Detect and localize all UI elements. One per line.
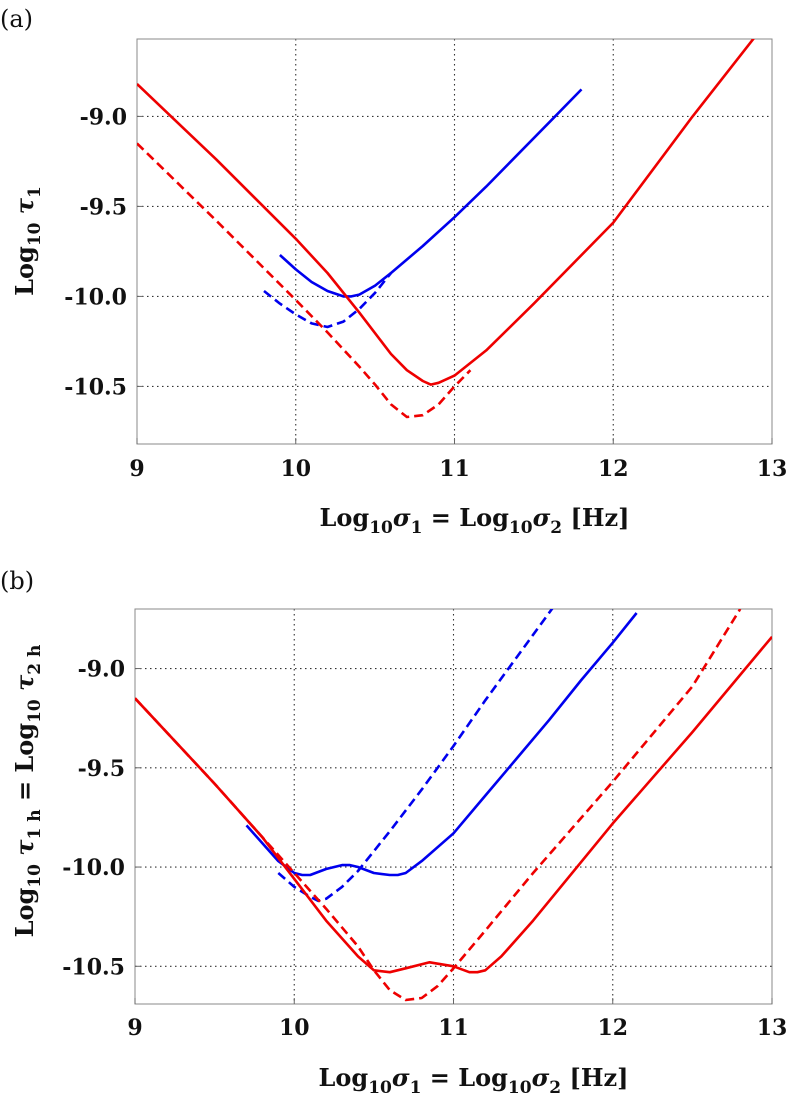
blue-solid-series-line xyxy=(279,88,583,298)
blue-dashed-series-line xyxy=(277,609,554,903)
x-tick-label: 10 xyxy=(279,1015,310,1041)
x-axis-label-sym1: σ xyxy=(392,1063,410,1092)
y-axis-label-idx1: 1 h xyxy=(25,809,45,839)
y-axis-label-main: Log xyxy=(10,887,39,937)
red-solid-series-line xyxy=(137,39,755,386)
y-tick-label: -9.5 xyxy=(80,194,127,220)
y-axis-label-sub2: 10 xyxy=(25,699,45,723)
x-axis-label-sub2: 10 xyxy=(509,518,533,538)
y-axis-label-sub1: 10 xyxy=(25,222,45,246)
y-tick-label: -9.0 xyxy=(78,657,125,683)
y-axis-label-sym1: τ xyxy=(10,839,39,864)
red-dashed-series-line xyxy=(137,142,472,419)
series-group xyxy=(135,609,772,1002)
x-axis-label-main: Log xyxy=(319,1063,369,1092)
series-group xyxy=(137,39,755,419)
x-tick-label: 9 xyxy=(127,1015,142,1041)
y-tick-label: -9.5 xyxy=(78,756,125,782)
x-tick-label: 13 xyxy=(757,1015,788,1041)
x-axis-label-eq: = Log xyxy=(422,503,509,532)
y-tick-label: -10.0 xyxy=(64,284,127,310)
y-axis-label-idx1: 1 xyxy=(25,186,45,198)
x-axis-label: Log10σ1 = Log10σ2 [Hz] xyxy=(319,1063,629,1094)
x-tick-label: 10 xyxy=(280,456,311,482)
y-axis-label-main: Log xyxy=(10,246,39,296)
panel-label: (a) xyxy=(0,5,33,33)
y-axis-label-sym1: τ xyxy=(10,197,39,222)
x-axis-label-main: Log xyxy=(320,503,370,532)
x-axis-label-sub1: 10 xyxy=(368,1078,392,1094)
blue-dashed-series-line xyxy=(263,272,393,329)
x-axis-label: Log10σ1 = Log10σ2 [Hz] xyxy=(320,503,630,538)
y-axis-label-sub1: 10 xyxy=(25,864,45,888)
x-tick-label: 12 xyxy=(597,1015,628,1041)
y-axis-label-eq: = Log xyxy=(10,723,39,810)
y-axis-label: Log10 τ1 h = Log10 τ2 h xyxy=(10,645,45,938)
x-axis-label-idx2: 2 xyxy=(550,518,562,538)
y-tick-label: -9.0 xyxy=(80,104,127,130)
y-axis-label-idx2: 2 h xyxy=(25,645,45,675)
x-axis-label-sub2: 10 xyxy=(508,1078,532,1094)
y-tick-label: -10.5 xyxy=(64,374,127,400)
x-tick-label: 12 xyxy=(598,456,629,482)
x-tick-label: 13 xyxy=(757,456,788,482)
y-axis-label: Log10 τ1 xyxy=(10,186,45,296)
x-tick-label: 11 xyxy=(439,456,470,482)
x-axis-label-idx2: 2 xyxy=(549,1078,561,1094)
x-axis-label-unit: [Hz] xyxy=(562,503,629,532)
x-axis-label-idx1: 1 xyxy=(410,1078,422,1094)
x-axis-label-sym1: σ xyxy=(393,503,411,532)
x-axis-label-sym2: σ xyxy=(532,1063,550,1092)
x-tick-label: 9 xyxy=(129,456,144,482)
x-axis-label-sub1: 10 xyxy=(369,518,393,538)
x-axis-label-unit: [Hz] xyxy=(561,1063,628,1092)
blue-solid-series-line xyxy=(245,612,638,877)
x-axis-label-eq: = Log xyxy=(421,1063,508,1092)
x-tick-label: 11 xyxy=(438,1015,469,1041)
panel-label: (b) xyxy=(0,567,34,595)
red-dashed-series-line xyxy=(135,609,742,1002)
x-axis-label-idx1: 1 xyxy=(411,518,423,538)
y-tick-label: -10.5 xyxy=(62,954,125,980)
x-axis-label-sym2: σ xyxy=(533,503,551,532)
red-solid-series-line xyxy=(135,635,772,974)
y-axis-label-sym2: τ xyxy=(10,674,39,699)
y-tick-label: -10.0 xyxy=(62,855,125,881)
